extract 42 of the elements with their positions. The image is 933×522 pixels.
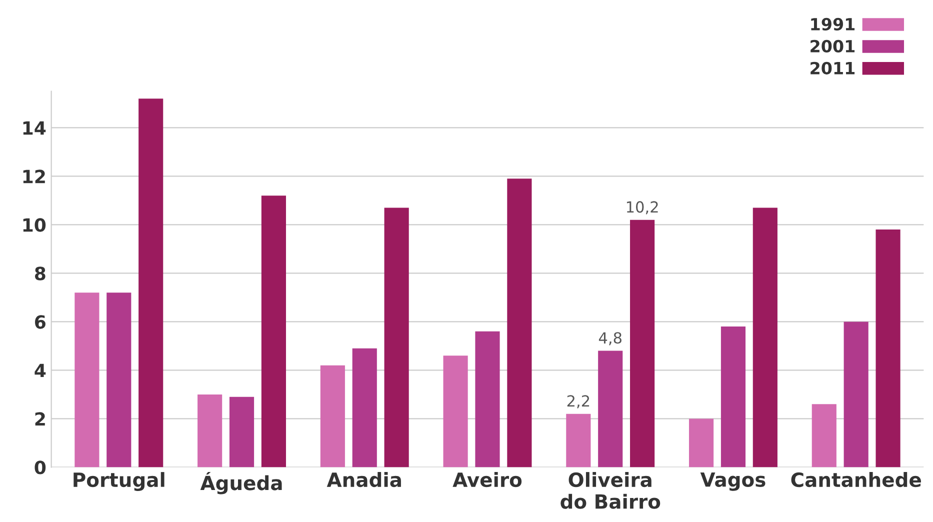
bar (598, 350, 623, 468)
bar (475, 331, 500, 468)
bar (106, 292, 132, 468)
bar (443, 356, 468, 468)
bar (138, 98, 164, 468)
legend-label: 1991 (811, 18, 855, 31)
bar (876, 230, 900, 468)
bar (688, 418, 714, 468)
bar (812, 404, 836, 468)
x-tick-label: Portugal (74, 472, 164, 492)
x-tick-label: Águeda (200, 472, 282, 494)
y-tick-label: 2 (35, 412, 45, 426)
x-tick-label: Aveiro (452, 472, 522, 488)
bar (229, 396, 254, 468)
data-label: 10,2 (626, 201, 658, 214)
bar (844, 322, 868, 468)
bar (320, 365, 345, 468)
legend-label: 2011 (810, 62, 855, 74)
y-tick-label: 12 (23, 170, 45, 184)
data-label: 4,8 (598, 332, 622, 346)
y-tick-label: 4 (34, 364, 46, 378)
legend-label: 2001 (810, 40, 855, 52)
x-tick-label: Anadia (326, 472, 401, 488)
y-tick-label: 10 (23, 218, 46, 232)
y-tick-label: 8 (34, 266, 46, 280)
x-tick-label: Cantanhede (791, 472, 921, 488)
x-tick-label: Oliveira do Bairro (560, 472, 660, 509)
bar (630, 220, 655, 468)
bar (352, 348, 377, 468)
bar (752, 208, 778, 468)
bar (198, 394, 222, 468)
y-tick-label: 14 (23, 121, 46, 135)
bar (566, 414, 591, 468)
bar (261, 196, 286, 468)
bar (507, 178, 532, 468)
data-label: 2,2 (567, 395, 590, 408)
bar (74, 292, 100, 468)
y-tick-label: 6 (35, 315, 46, 329)
bar (384, 208, 409, 468)
bar (720, 326, 746, 468)
x-tick-label: Vagos (700, 472, 766, 491)
y-tick-label: 0 (34, 460, 46, 474)
